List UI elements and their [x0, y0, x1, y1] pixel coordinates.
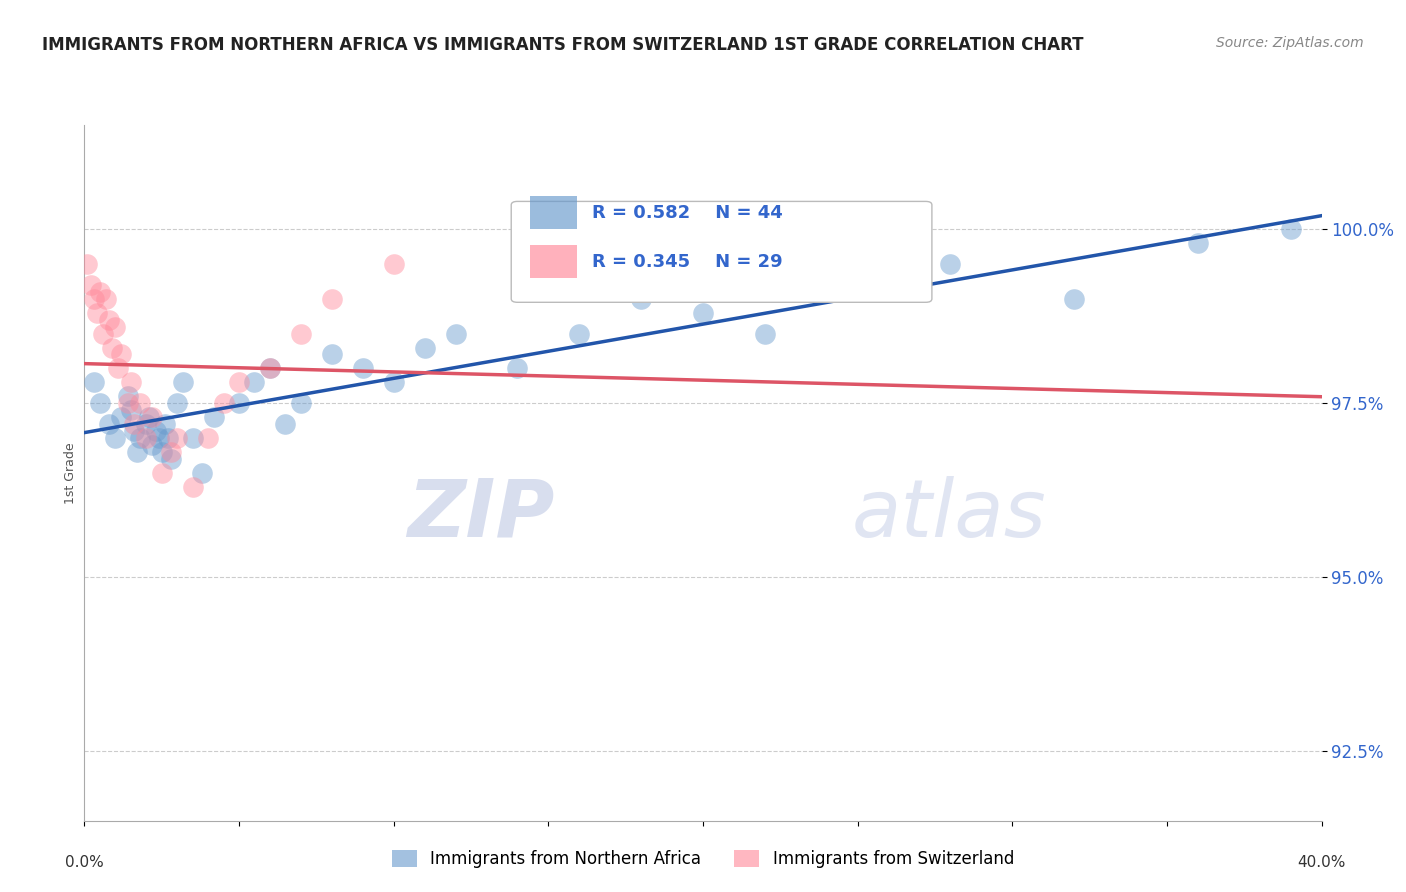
Point [94, 292, 117, 306]
Point [145, 424, 167, 438]
Point [89, 285, 111, 299]
Text: R = 0.582    N = 44: R = 0.582 N = 44 [592, 204, 782, 222]
Point [86, 306, 108, 320]
Text: ZIP: ZIP [408, 475, 554, 554]
Point [76, 257, 98, 271]
Point [352, 361, 374, 376]
Point [259, 361, 281, 376]
Point [83, 292, 105, 306]
Point [181, 431, 204, 445]
Text: IMMIGRANTS FROM NORTHERN AFRICA VS IMMIGRANTS FROM SWITZERLAND 1ST GRADE CORRELA: IMMIGRANTS FROM NORTHERN AFRICA VS IMMIG… [42, 36, 1084, 54]
Point [79, 277, 101, 292]
Point [129, 396, 152, 410]
Point [150, 466, 173, 480]
Point [117, 396, 139, 410]
Point [107, 361, 129, 376]
Point [104, 319, 127, 334]
Point [98, 312, 121, 326]
Point [321, 347, 343, 361]
Point [243, 376, 266, 390]
Y-axis label: 1st Grade: 1st Grade [65, 442, 77, 504]
Point [1187, 236, 1209, 251]
Point [181, 480, 204, 494]
Point [160, 451, 183, 466]
Point [135, 417, 157, 431]
Point [228, 376, 250, 390]
Point [197, 431, 219, 445]
Point [91, 326, 114, 341]
Point [129, 431, 152, 445]
Point [138, 410, 160, 425]
Point [1279, 222, 1302, 236]
FancyBboxPatch shape [512, 202, 932, 302]
Point [259, 361, 281, 376]
Bar [530, 244, 576, 278]
Point [120, 376, 142, 390]
Point [153, 417, 176, 431]
Point [1063, 292, 1085, 306]
Point [166, 431, 188, 445]
Point [160, 445, 183, 459]
Legend: Immigrants from Northern Africa, Immigrants from Switzerland: Immigrants from Northern Africa, Immigra… [385, 844, 1021, 875]
Point [135, 431, 157, 445]
Text: Source: ZipAtlas.com: Source: ZipAtlas.com [1216, 36, 1364, 50]
Point [321, 292, 343, 306]
Point [692, 306, 714, 320]
Point [846, 277, 869, 292]
Point [156, 431, 179, 445]
Point [166, 396, 188, 410]
Point [228, 396, 250, 410]
Point [191, 466, 214, 480]
Point [630, 292, 652, 306]
Point [125, 445, 148, 459]
Point [122, 424, 145, 438]
Point [117, 389, 139, 403]
Text: 40.0%: 40.0% [1298, 855, 1346, 871]
Point [939, 257, 962, 271]
Bar [530, 196, 576, 229]
Point [290, 396, 312, 410]
Point [89, 396, 111, 410]
Point [110, 347, 132, 361]
Point [104, 431, 127, 445]
Point [150, 445, 173, 459]
Point [202, 410, 225, 425]
Point [444, 326, 467, 341]
Point [754, 326, 776, 341]
Point [506, 361, 529, 376]
Point [141, 438, 163, 452]
Text: R = 0.345    N = 29: R = 0.345 N = 29 [592, 253, 782, 271]
Point [382, 376, 405, 390]
Point [290, 326, 312, 341]
Point [120, 403, 142, 417]
Point [413, 341, 436, 355]
Point [122, 417, 145, 431]
Point [110, 410, 132, 425]
Point [568, 326, 591, 341]
Point [172, 376, 194, 390]
Point [98, 417, 121, 431]
Text: 0.0%: 0.0% [65, 855, 104, 871]
Point [141, 410, 163, 425]
Point [212, 396, 235, 410]
Point [83, 376, 105, 390]
Point [274, 417, 297, 431]
Point [382, 257, 405, 271]
Point [101, 341, 124, 355]
Text: atlas: atlas [852, 475, 1046, 554]
Point [148, 431, 170, 445]
